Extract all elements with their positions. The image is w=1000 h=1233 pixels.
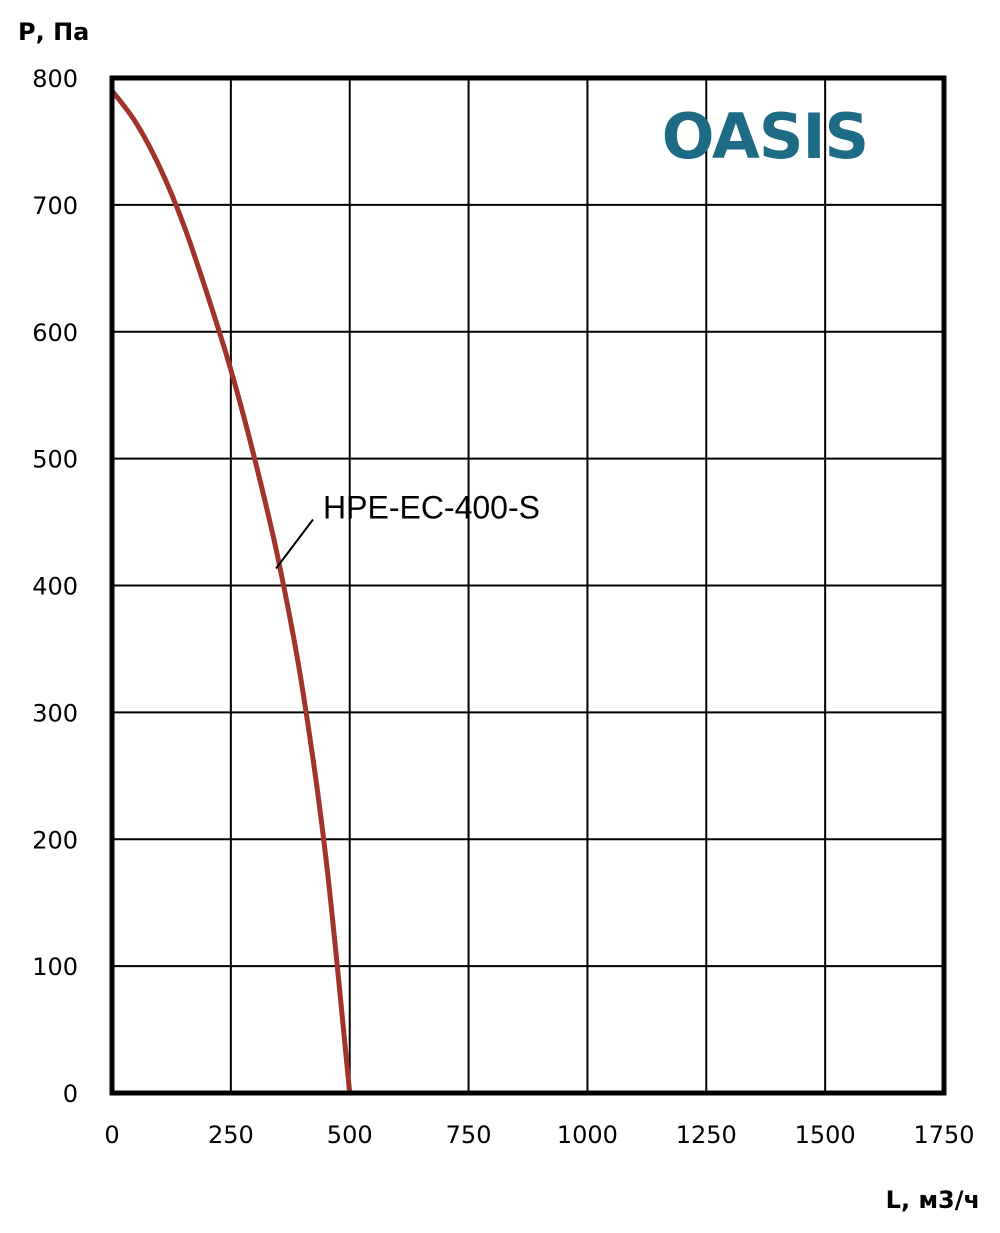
y-tick-label: 700 bbox=[32, 192, 78, 220]
x-tick-labels: 0 250 500 750 1000 1250 1500 1750 bbox=[104, 1121, 974, 1149]
y-tick-labels: 0 100 200 300 400 500 600 700 800 bbox=[32, 65, 78, 1108]
oasis-logo: OASIS bbox=[662, 100, 869, 173]
x-tick-label: 1250 bbox=[676, 1121, 737, 1149]
x-tick-label: 0 bbox=[104, 1121, 119, 1149]
x-tick-label: 1000 bbox=[557, 1121, 618, 1149]
oasis-logo-text: OASIS bbox=[662, 100, 868, 173]
grid-lines bbox=[112, 78, 944, 1093]
x-tick-label: 250 bbox=[208, 1121, 254, 1149]
series-line-0 bbox=[109, 88, 353, 1096]
y-tick-label: 500 bbox=[32, 446, 78, 474]
x-tick-label: 750 bbox=[446, 1121, 492, 1149]
y-tick-label: 600 bbox=[32, 319, 78, 347]
series-label: HPE-EC-400-S bbox=[323, 489, 540, 525]
series-label-leader bbox=[275, 518, 314, 570]
plot-frame bbox=[109, 75, 947, 1096]
y-tick-label: 200 bbox=[32, 826, 78, 854]
x-tick-label: 1500 bbox=[795, 1121, 856, 1149]
series-layer bbox=[109, 88, 353, 1096]
y-tick-label: 300 bbox=[32, 699, 78, 727]
y-tick-label: 100 bbox=[32, 953, 78, 981]
y-tick-label: 400 bbox=[32, 573, 78, 601]
x-tick-label: 500 bbox=[327, 1121, 373, 1149]
x-axis-label: L, м3/ч bbox=[886, 1186, 980, 1214]
x-tick-label: 1750 bbox=[913, 1121, 974, 1149]
y-tick-label: 800 bbox=[32, 65, 78, 93]
y-axis-label: Р, Па bbox=[18, 18, 89, 46]
y-tick-label: 0 bbox=[63, 1080, 78, 1108]
